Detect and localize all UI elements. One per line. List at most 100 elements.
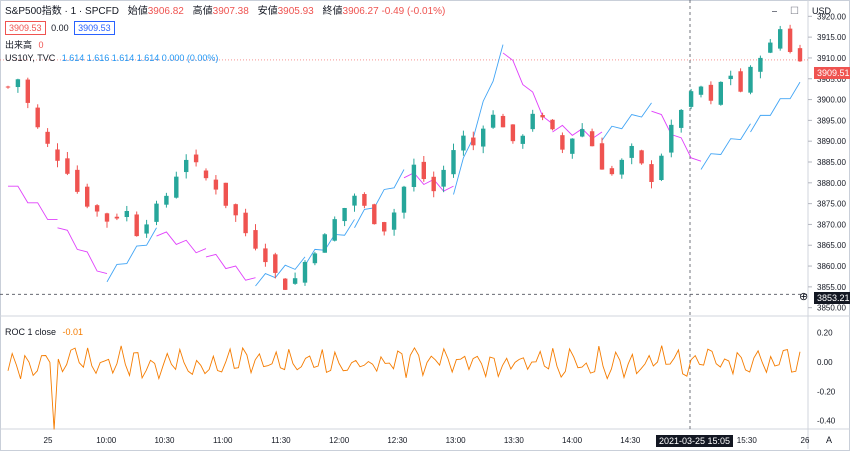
candle-body — [797, 48, 803, 62]
compare-segment — [453, 44, 504, 195]
compare-segment — [57, 227, 108, 274]
maximize-icon[interactable]: ☐ — [790, 6, 799, 17]
compare-segment — [651, 110, 702, 162]
time-tick-label: 25 — [44, 436, 53, 445]
candle-body — [322, 234, 327, 253]
time-tick-label: 11:30 — [271, 436, 291, 445]
roc-line — [7, 345, 801, 430]
symbol-title[interactable]: S&P500指数 · 1 · SPCFD — [5, 6, 119, 17]
compare-segment — [601, 102, 652, 141]
sell-button[interactable]: 3909.53 — [5, 21, 46, 35]
low-label: 安値 — [257, 6, 278, 17]
price-tick-label: 3875.00 — [817, 200, 846, 209]
candle-body — [471, 137, 476, 146]
spread-value: 0.00 — [51, 23, 69, 33]
candle-body — [243, 212, 248, 234]
candle-body — [25, 79, 30, 103]
crosshair-price-tag: 3853.21 — [814, 292, 850, 304]
candle-body — [104, 213, 110, 222]
candle-body — [283, 278, 288, 290]
candle-body — [164, 195, 169, 205]
roc-label[interactable]: ROC 1 close — [5, 327, 57, 337]
compare-segment — [403, 172, 454, 192]
candle-body — [372, 204, 377, 225]
time-tick-label: 10:30 — [154, 436, 175, 445]
currency-label[interactable]: USD — [812, 6, 832, 16]
candle-body — [223, 182, 228, 206]
price-tick-label: 3865.00 — [817, 241, 846, 250]
price-tick-label: 3850.00 — [817, 304, 846, 313]
crosshair-add-icon[interactable]: ⊕ — [799, 291, 809, 303]
low-value: 3905.93 — [277, 6, 314, 17]
candle-body — [748, 66, 753, 93]
price-tick-label: 3920.00 — [817, 12, 846, 21]
compare-segment — [304, 219, 355, 266]
candle-body — [688, 91, 694, 107]
candle-body — [619, 159, 624, 175]
candle-body — [728, 75, 733, 80]
candle-body — [55, 149, 60, 161]
compare-label[interactable]: US10Y, TVC — [5, 53, 56, 63]
price-tick-label: 3915.00 — [817, 33, 846, 42]
candle-body — [550, 119, 555, 130]
candle-body — [203, 170, 209, 179]
buy-button[interactable]: 3909.53 — [74, 21, 115, 35]
volume-label: 出来高 — [5, 40, 33, 50]
candle-body — [639, 150, 644, 164]
price-tick-label: 3895.00 — [817, 116, 846, 125]
open-label: 始値 — [127, 6, 148, 17]
price-tick-label: 3855.00 — [817, 283, 846, 292]
candle-body — [144, 224, 149, 234]
price-tick-label: 3890.00 — [817, 137, 846, 146]
compare-segment — [106, 227, 157, 283]
candle-body — [5, 86, 11, 88]
candle-body — [520, 135, 525, 144]
candle-body — [787, 28, 793, 52]
candle-body — [114, 216, 120, 219]
candle-body — [659, 155, 664, 180]
candle-body — [500, 115, 506, 128]
compare-legend: US10Y, TVC 1.614 1.616 1.614 1.614 0.000… — [5, 53, 218, 63]
candle-body — [45, 131, 50, 144]
candle-body — [391, 212, 397, 230]
time-tick-label: 15:30 — [737, 436, 758, 445]
candle-body — [540, 114, 545, 118]
candle-body — [193, 154, 199, 163]
candle-body — [154, 203, 159, 222]
compare-segment — [205, 253, 256, 281]
candle-body — [65, 158, 70, 174]
time-tick-label: 14:30 — [620, 436, 641, 445]
candle-body — [768, 42, 773, 53]
time-tick-label: 11:00 — [213, 436, 233, 445]
candle-body — [124, 211, 129, 218]
time-tick-label: 26 — [801, 436, 810, 445]
close-label: 終値 — [322, 6, 343, 17]
candle-body — [35, 107, 40, 128]
current-price-tag: 3909.51 — [814, 67, 850, 79]
price-tick-label: 3900.00 — [817, 96, 846, 105]
candle-body — [342, 207, 347, 222]
roc-tick-label: -0.20 — [817, 387, 836, 396]
candle-body — [233, 204, 238, 216]
price-tick-label: 3860.00 — [817, 262, 846, 271]
close-value: 3906.27 — [342, 6, 379, 17]
candle-body — [669, 124, 674, 153]
time-tick-label: 10:00 — [96, 436, 117, 445]
candle-body — [679, 109, 684, 128]
candle-body — [481, 128, 486, 147]
candle-body — [490, 114, 496, 128]
auto-scale-button[interactable]: A — [826, 435, 833, 445]
candle-body — [411, 164, 417, 187]
time-tick-label: 14:00 — [562, 436, 583, 445]
candle-body — [708, 84, 714, 101]
roc-tick-label: -0.40 — [817, 417, 836, 426]
volume-legend: 出来高 0 — [5, 38, 44, 51]
candle-body — [362, 194, 367, 206]
candle-body — [174, 176, 179, 198]
price-tick-label: 3885.00 — [817, 158, 846, 167]
candle-body — [134, 214, 139, 237]
time-tick-label: 13:00 — [446, 436, 467, 445]
minimize-icon[interactable]: ⎯ — [772, 6, 777, 17]
volume-value: 0 — [38, 40, 44, 50]
